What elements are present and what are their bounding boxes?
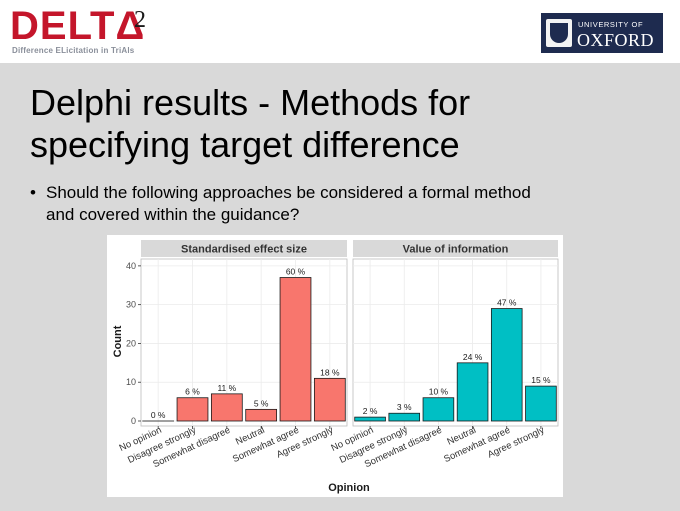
facet-strip xyxy=(141,240,347,257)
bar-data-label: 60 % xyxy=(286,267,306,277)
oxford-crest-icon xyxy=(546,19,572,47)
bar xyxy=(525,385,557,422)
bar-data-label: 5 % xyxy=(254,398,269,408)
x-axis-title: Opinion xyxy=(328,482,370,494)
slide-title-line: Delphi results - Methods for xyxy=(30,82,471,123)
delta-logo: DELTΔ 2 Difference ELicitation in TriAls xyxy=(10,6,160,58)
bar xyxy=(210,393,243,422)
bar-data-label: 0 % xyxy=(151,410,166,420)
bar-data-label: 18 % xyxy=(320,367,340,377)
oxford-logo: UNIVERSITY OF OXFORD xyxy=(541,13,663,53)
bar-data-label: 24 % xyxy=(463,352,483,362)
bar-data-label: 3 % xyxy=(397,402,412,412)
y-tick-label: 0 xyxy=(131,416,136,426)
bar xyxy=(245,408,278,422)
facet-title: Standardised effect size xyxy=(181,244,307,256)
bar-data-label: 11 % xyxy=(217,383,236,393)
slide-title-line: specifying target difference xyxy=(30,124,460,165)
faceted-bar-chart: Standardised effect size 0 % No opinion 6 %… xyxy=(107,235,563,497)
bar xyxy=(490,308,523,422)
bar-data-label: 47 % xyxy=(497,298,517,308)
delta-logo-superscript: 2 xyxy=(134,7,146,33)
oxford-logo-small-text: UNIVERSITY OF xyxy=(578,20,644,29)
bullet-dot: • xyxy=(30,183,36,202)
facet-title: Value of information xyxy=(403,244,509,256)
bullet-text-line: Should the following approaches be consi… xyxy=(46,183,531,202)
bar-data-label: 6 % xyxy=(185,387,200,397)
panel-background xyxy=(352,258,559,427)
bar xyxy=(313,377,346,422)
y-tick-label: 10 xyxy=(126,377,136,387)
oxford-logo-big-text: OXFORD xyxy=(577,30,655,50)
bullet-text: Should the following approaches be consi… xyxy=(46,182,656,226)
y-tick-label: 20 xyxy=(126,338,136,348)
bar xyxy=(279,277,312,422)
bar xyxy=(388,412,421,422)
bar xyxy=(176,397,209,422)
y-tick-label: 30 xyxy=(126,300,136,310)
bar xyxy=(422,397,455,422)
y-tick-label: 40 xyxy=(126,261,136,271)
bullet-text-line: and covered within the guidance? xyxy=(46,205,300,224)
panel-background xyxy=(140,258,348,427)
slide-title: Delphi results - Methods for specifying … xyxy=(30,82,660,166)
y-axis-title: Count xyxy=(112,325,124,357)
header-bar: DELTΔ 2 Difference ELicitation in TriAls… xyxy=(0,0,680,63)
bar xyxy=(354,416,386,422)
delta-logo-tagline: Difference ELicitation in TriAls xyxy=(12,46,135,55)
delta-logo-word: DELTΔ xyxy=(10,4,146,48)
bar-data-label: 2 % xyxy=(363,406,378,416)
bar xyxy=(456,362,489,422)
facet-strip xyxy=(353,240,558,257)
bar-data-label: 10 % xyxy=(429,387,449,397)
bar-data-label: 15 % xyxy=(531,375,551,385)
